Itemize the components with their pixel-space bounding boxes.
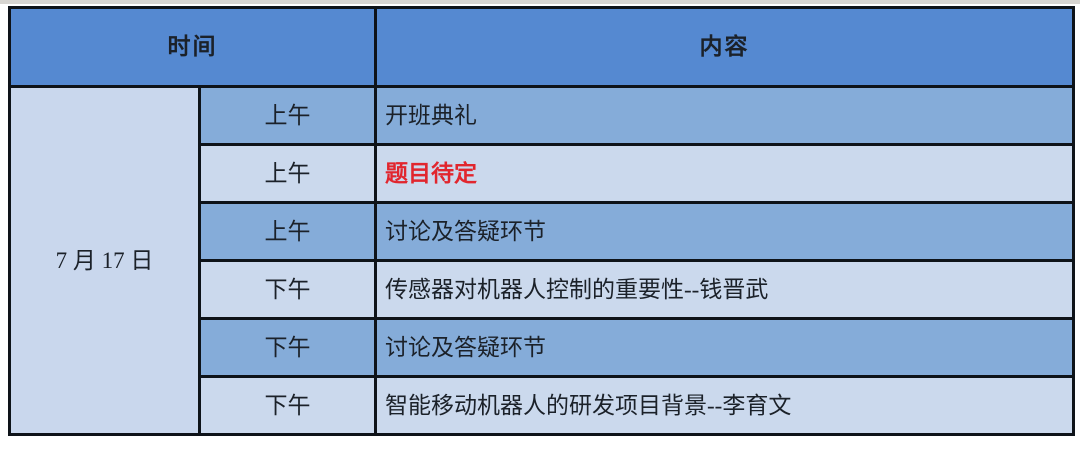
schedule-table-header: 时间 内容	[8, 6, 1075, 88]
schedule-row: 下午 智能移动机器人的研发项目背景--李育文	[10, 375, 1075, 436]
content-cell-pending-topic: 题目待定	[374, 143, 1075, 204]
schedule-row: 下午 讨论及答疑环节	[10, 317, 1075, 378]
period-cell: 下午	[198, 317, 377, 378]
period-cell: 下午	[198, 375, 377, 436]
period-cell: 上午	[198, 201, 377, 262]
schedule-row: 7 月 17 日上午 开班典礼	[8, 85, 1075, 436]
schedule-row: 下午 传感器对机器人控制的重要性--钱晋武	[10, 259, 1075, 320]
period-cell: 上午	[198, 85, 377, 146]
content-column-header: 内容	[374, 6, 1075, 88]
content-cell: 开班典礼	[374, 85, 1075, 146]
top-edge-divider	[0, 0, 1080, 4]
content-cell: 传感器对机器人控制的重要性--钱晋武	[374, 259, 1075, 320]
period-cell: 下午	[198, 259, 377, 320]
schedule-row: 上午 题目待定	[10, 143, 1075, 204]
time-column-header: 时间	[8, 6, 377, 88]
header-row: 时间 内容	[8, 6, 1075, 88]
schedule-table-body: 7 月 17 日上午 开班典礼 上午 题目待定 上午 讨论及答疑环节 下午 传感器对机器人控制…	[8, 85, 1075, 436]
schedule-row: 上午 讨论及答疑环节	[10, 201, 1075, 262]
content-cell: 讨论及答疑环节	[374, 201, 1075, 262]
schedule-table: 时间 内容 7 月 17 日上午 开班典礼 上午 题目待定 上午 讨论及答疑环节 下午 传感器…	[8, 6, 1075, 436]
content-cell: 智能移动机器人的研发项目背景--李育文	[374, 375, 1075, 436]
content-cell: 讨论及答疑环节	[374, 317, 1075, 378]
date-cell: 7 月 17 日	[8, 85, 201, 436]
period-cell: 上午	[198, 143, 377, 204]
